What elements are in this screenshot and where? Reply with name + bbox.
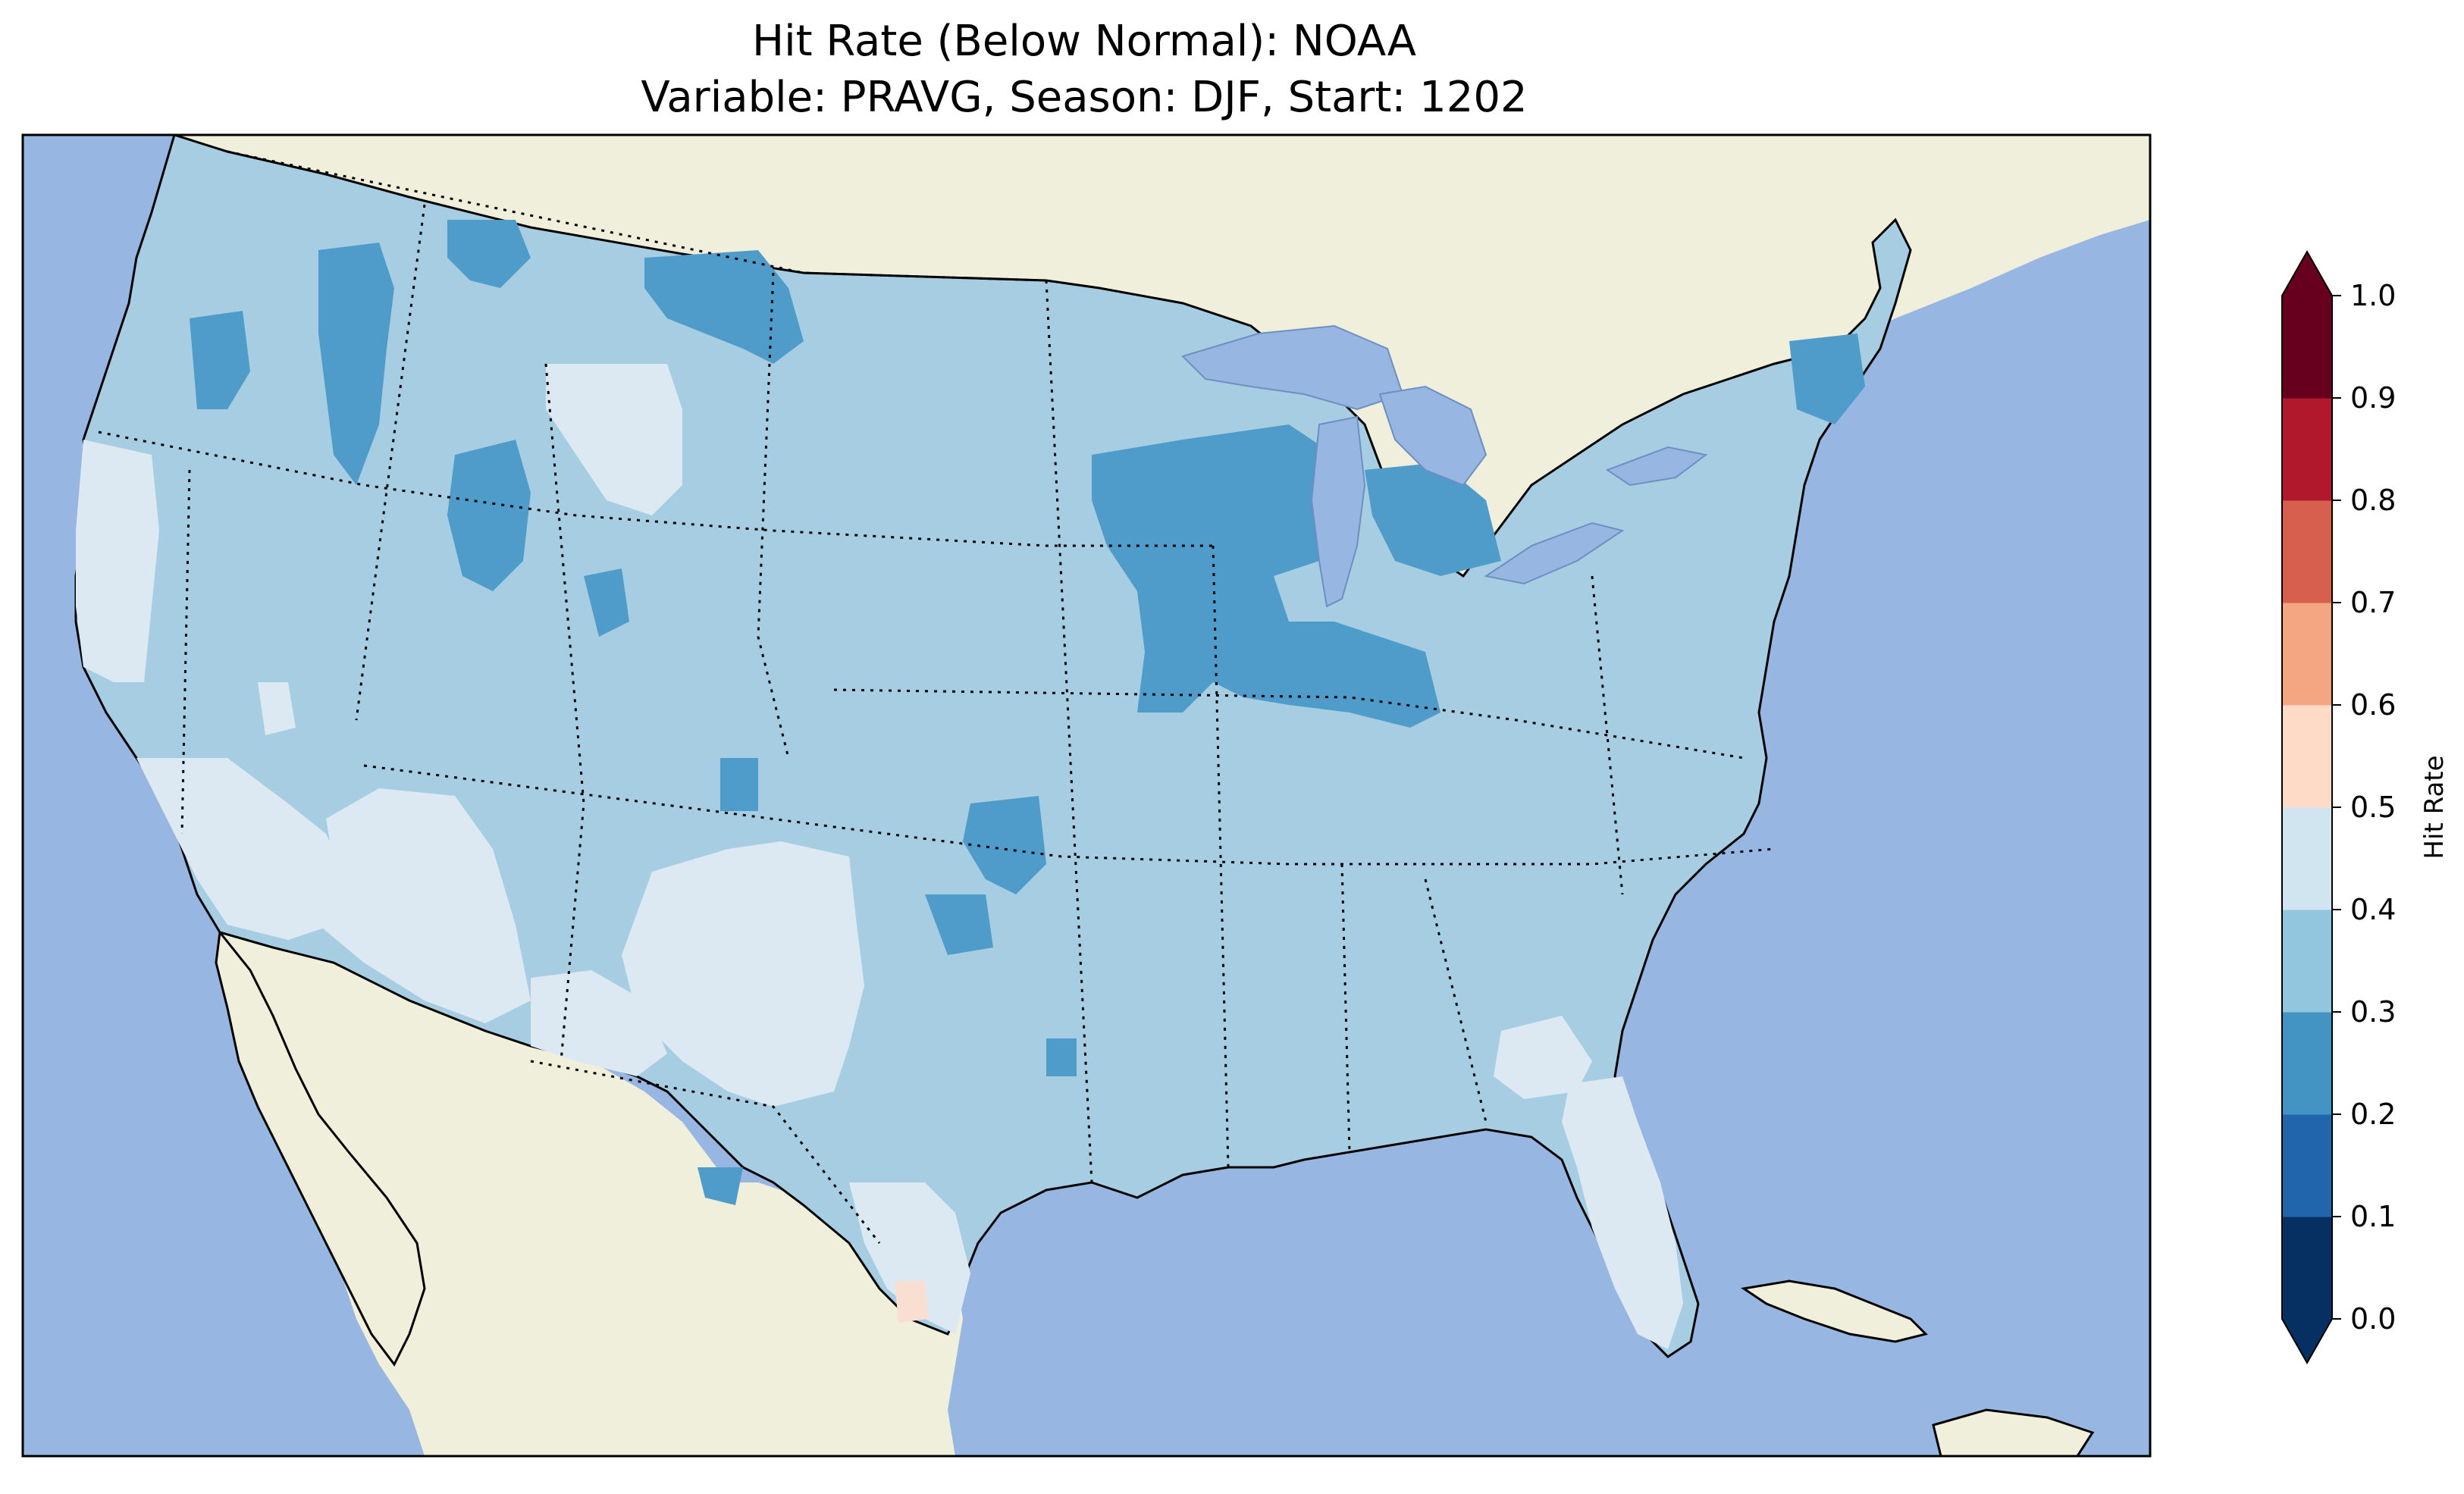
colorbar-segment [2282, 1114, 2332, 1217]
baja-land [215, 929, 426, 1367]
canada-land [174, 135, 2150, 576]
colorbar-segment [2282, 603, 2332, 706]
colorbar-tick-label: 0.6 [2350, 688, 2396, 722]
colorbar-segment [2282, 705, 2332, 808]
colorbar-segment [2282, 807, 2332, 910]
state-borders [98, 150, 1775, 1244]
colorbar-segment [2282, 296, 2332, 399]
great-lakes [1181, 324, 1708, 608]
colorbar-tick-label: 0.0 [2350, 1302, 2396, 1336]
usa-land [74, 135, 1912, 1358]
colorbar-segment [2282, 500, 2332, 603]
title-line-1: Hit Rate (Below Normal): NOAA [751, 17, 1417, 66]
colorbar-tick-label: 1.0 [2350, 279, 2396, 312]
colorbar-label: Hit Rate [2419, 755, 2450, 859]
high-regions [76, 364, 1683, 1349]
peak-spot [895, 1281, 929, 1323]
map-title: Hit Rate (Below Normal): NOAA Variable: … [0, 14, 2168, 126]
colorbar-tick-label: 0.8 [2350, 484, 2396, 517]
colorbar-segment [2282, 1217, 2332, 1320]
colorbar-segment [2282, 398, 2332, 501]
colorbar-tick-label: 0.9 [2350, 381, 2396, 415]
colorbar-tick-label: 0.1 [2350, 1200, 2396, 1233]
colorbar-tick-label: 0.4 [2350, 893, 2396, 926]
low-regions [190, 220, 1865, 1205]
colorbar-tick-label: 0.3 [2350, 995, 2396, 1029]
colorbar-tick-label: 0.7 [2350, 586, 2396, 619]
cuba-land [1741, 1279, 1928, 1343]
colorbar-under-arrow [2282, 1319, 2332, 1363]
map-frame [21, 133, 2152, 1458]
colorbar-tick-label: 0.2 [2350, 1098, 2396, 1131]
colorbar-tick-label: 0.5 [2350, 791, 2396, 824]
colorbar-segment [2282, 910, 2332, 1013]
colorbar-over-arrow [2282, 252, 2332, 296]
colorbar-segment [2282, 1012, 2332, 1115]
title-line-2: Variable: PRAVG, Season: DJF, Start: 120… [641, 73, 1528, 122]
